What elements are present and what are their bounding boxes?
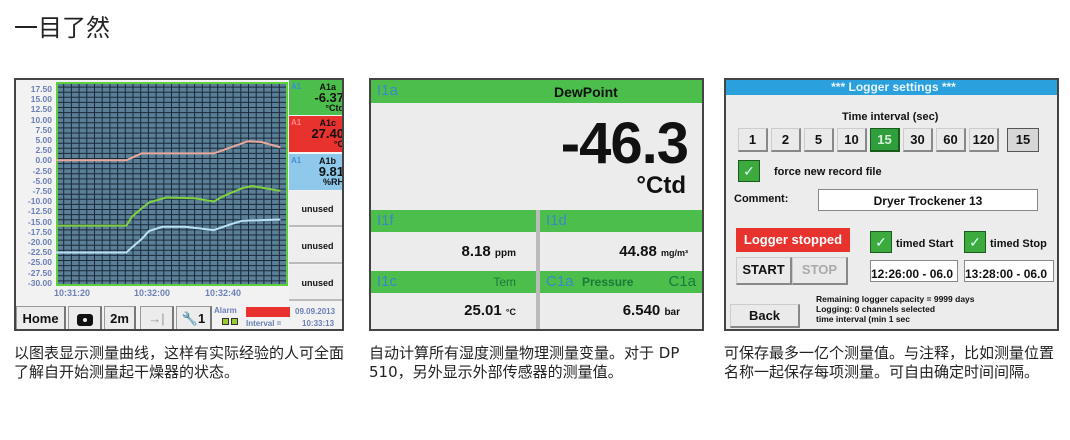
unused-slot[interactable]: unused — [289, 265, 342, 301]
timed-start-label: timed Start — [896, 238, 954, 250]
y-tick: 10.00 — [30, 114, 52, 125]
tools-button[interactable]: 🔧1 — [176, 306, 212, 329]
alarm-label: Alarm — [214, 306, 237, 315]
home-button[interactable]: Home — [16, 306, 66, 329]
comment-label: Comment: — [734, 193, 789, 205]
y-tick: -7.50 — [32, 186, 52, 196]
cell-header: I1f — [371, 210, 536, 232]
y-tick: -17.50 — [27, 226, 52, 237]
screen-header: *** Logger settings *** — [726, 80, 1057, 95]
unused-slot[interactable]: unused — [289, 191, 342, 227]
x-tick: 10:32:00 — [134, 288, 171, 298]
cell-value: 6.540 bar — [622, 302, 680, 319]
camera-icon — [76, 313, 93, 326]
y-tick: -10.00 — [27, 196, 52, 207]
timed-stop-label: timed Stop — [990, 238, 1047, 250]
main-label: DewPoint — [554, 84, 618, 100]
interval-60-button[interactable]: 60 — [936, 128, 966, 152]
y-tick: -2.50 — [32, 165, 52, 176]
caption-logger: 可保存最多一亿个测量值。与注释，比如测量位置名称一起保存每项测量。可自由确定时间… — [724, 344, 1055, 381]
channel-a1a[interactable]: A1 A1a -6.37 °Ctd — [289, 80, 344, 115]
y-tick: -5.00 — [32, 175, 52, 186]
interval-10-button[interactable]: 10 — [837, 128, 867, 152]
x-tick: 10:31:20 — [54, 288, 91, 298]
cell-header: C1a Pressure C1a — [540, 271, 702, 293]
y-tick: 5.00 — [35, 135, 52, 145]
cell-header: I1c Tem — [371, 271, 536, 293]
timed-stop-checkbox[interactable]: ✓ — [964, 231, 986, 253]
start-button[interactable]: START — [736, 257, 792, 285]
interval-label: Interval = — [246, 319, 282, 328]
y-tick: 2.50 — [35, 145, 52, 156]
camera-button[interactable] — [68, 306, 102, 329]
timed-start-checkbox[interactable]: ✓ — [870, 231, 892, 253]
interval-30-button[interactable]: 30 — [903, 128, 933, 152]
y-tick: -22.50 — [27, 247, 52, 258]
series-line-2 — [56, 218, 281, 254]
range-button[interactable]: 2m — [104, 306, 136, 329]
y-tick: 15.00 — [30, 94, 52, 105]
interval-label: Time interval (sec) — [842, 111, 939, 123]
y-tick: -25.00 — [27, 257, 52, 268]
alarm-led — [231, 318, 238, 325]
y-tick: -12.50 — [27, 206, 52, 217]
cell-header: I1d — [540, 210, 702, 232]
y-tick: 7.50 — [35, 124, 52, 135]
measurement-screen: I1a DewPoint -46.3 °Ctd I1f 8.18 ppm I1d… — [369, 78, 704, 331]
logger-status-indicator — [246, 307, 290, 317]
alarm-led — [222, 318, 229, 325]
interval-1-button[interactable]: 1 — [738, 128, 768, 152]
force-new-checkbox[interactable]: ✓ — [738, 160, 760, 182]
cell-value: 8.18 ppm — [461, 243, 516, 260]
logger-settings-screen: *** Logger settings *** Time interval (s… — [724, 78, 1059, 331]
back-button[interactable]: Back — [730, 304, 800, 328]
y-tick: -15.00 — [27, 216, 52, 227]
y-tick: 17.50 — [30, 84, 52, 94]
jump-end-button[interactable]: →| — [140, 306, 174, 329]
main-header: I1a DewPoint — [371, 80, 702, 103]
cell-value: 25.01 °C — [464, 302, 516, 319]
stop-button[interactable]: STOP — [792, 257, 848, 285]
channel-a1c[interactable]: A1 A1c 27.40 °C — [289, 116, 342, 152]
main-value: -46.3 — [560, 111, 689, 176]
custom-interval[interactable]: 15 — [1007, 128, 1039, 152]
y-tick: 12.50 — [30, 104, 52, 115]
y-tick: -20.00 — [27, 237, 52, 247]
cell-value: 44.88 mg/m³ — [619, 243, 688, 260]
comment-input[interactable]: Dryer Trockener 13 — [818, 189, 1038, 211]
wrench-icon: 🔧 — [181, 311, 198, 326]
y-tick: -30.00 — [27, 277, 52, 288]
channel-a1b[interactable]: A1 A1b 9.81 %RH — [289, 154, 342, 190]
stop-time-input[interactable]: 13:28:00 - 06.0 — [964, 260, 1054, 282]
start-time-input[interactable]: 12:26:00 - 06.0 — [870, 260, 958, 282]
interval-5-button[interactable]: 5 — [804, 128, 834, 152]
time: 10:33:13 — [302, 319, 335, 328]
main-unit: °Ctd — [636, 172, 686, 199]
interval-15-button[interactable]: 15 — [870, 128, 900, 152]
logger-info: Remaining logger capacity = 9999 days Log… — [816, 294, 975, 324]
trend-chart — [56, 82, 288, 286]
interval-120-button[interactable]: 120 — [969, 128, 999, 152]
chart-screen: 17.50 15.00 12.50 10.00 7.50 5.00 2.50 0.00 -2.5… — [14, 78, 344, 331]
x-tick: 10:32:40 — [205, 288, 242, 298]
interval-2-button[interactable]: 2 — [771, 128, 801, 152]
caption-chart: 以图表显示测量曲线，这样有实际经验的人可全面了解自开始测量起干燥器的状态。 — [14, 344, 345, 381]
force-new-label: force new record file — [774, 166, 882, 178]
page-title: 一目了然 — [14, 14, 110, 42]
unused-slot[interactable]: unused — [289, 228, 342, 264]
logger-status: Logger stopped — [736, 228, 850, 252]
series-line-1 — [56, 184, 281, 227]
y-tick: 0.00 — [35, 155, 52, 166]
caption-measurement: 自动计算所有湿度测量物理测量变量。对于 DP 510，另外显示外部传感器的测量值… — [369, 344, 680, 381]
series-line-0 — [56, 140, 281, 162]
date: 09.09.2013 — [295, 307, 336, 316]
y-tick: -27.50 — [27, 267, 52, 278]
